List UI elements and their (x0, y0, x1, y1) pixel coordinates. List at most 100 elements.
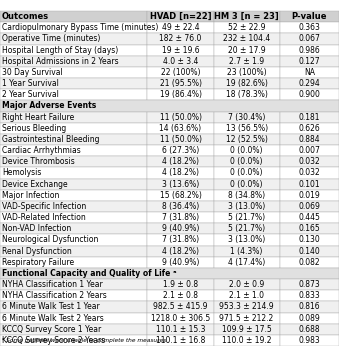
Bar (214, 246, 280, 257)
Text: 0.067: 0.067 (298, 35, 320, 44)
Bar (147, 78, 214, 89)
Text: 0.986: 0.986 (298, 46, 320, 55)
Text: Non-VAD Infection: Non-VAD Infection (2, 224, 71, 233)
Text: Cardiopulmonary Bypass Time (minutes): Cardiopulmonary Bypass Time (minutes) (2, 23, 158, 32)
Text: 0 (0.0%): 0 (0.0%) (231, 180, 263, 189)
Bar (147, 312, 214, 324)
Text: 22 (100%): 22 (100%) (161, 68, 200, 77)
Text: Operative Time (minutes): Operative Time (minutes) (2, 35, 100, 44)
Text: 11 (50.0%): 11 (50.0%) (160, 135, 201, 144)
Text: Functional Capacity and Quality of Life ᵃ: Functional Capacity and Quality of Life … (2, 269, 177, 278)
Bar (0, 67, 147, 78)
Text: 0.127: 0.127 (299, 57, 320, 66)
Text: 4 (17.4%): 4 (17.4%) (228, 258, 265, 267)
Text: 0.688: 0.688 (299, 325, 320, 334)
Text: 0.363: 0.363 (298, 23, 320, 32)
Text: 0.130: 0.130 (298, 235, 320, 244)
Bar (0, 290, 147, 301)
Text: ᵃ Some patients were unable to complete the measures: ᵃ Some patients were unable to complete … (2, 338, 166, 343)
Bar (0, 156, 147, 167)
Bar (0, 234, 147, 246)
Bar (280, 34, 339, 45)
Text: NYHA Classification 1 Year: NYHA Classification 1 Year (2, 280, 103, 289)
Bar (214, 22, 280, 34)
Text: Respiratory Failure: Respiratory Failure (2, 258, 74, 267)
Bar (214, 201, 280, 212)
Text: 3 (13.0%): 3 (13.0%) (228, 202, 265, 211)
Bar (214, 89, 280, 100)
Bar (147, 301, 214, 312)
Bar (0, 301, 147, 312)
Bar (0, 111, 147, 123)
Text: 0.069: 0.069 (298, 202, 320, 211)
Bar (214, 78, 280, 89)
Text: 110.0 ± 19.2: 110.0 ± 19.2 (222, 336, 272, 345)
Bar (147, 145, 214, 156)
Text: Hospital Admissions in 2 Years: Hospital Admissions in 2 Years (2, 57, 119, 66)
Text: Outcomes: Outcomes (2, 12, 49, 21)
Text: 9 (40.9%): 9 (40.9%) (162, 224, 199, 233)
Text: 182 ± 76.0: 182 ± 76.0 (159, 35, 202, 44)
Text: NA: NA (304, 68, 315, 77)
Bar (147, 257, 214, 268)
Bar (280, 123, 339, 134)
Bar (280, 134, 339, 145)
Text: 0.900: 0.900 (298, 90, 320, 99)
Bar (214, 34, 280, 45)
Bar (0, 145, 147, 156)
Text: VAD-Related Infection: VAD-Related Infection (2, 213, 86, 222)
Bar (280, 246, 339, 257)
Text: 0.884: 0.884 (299, 135, 320, 144)
Text: 8 (34.8%): 8 (34.8%) (228, 191, 265, 200)
Text: 7 (31.8%): 7 (31.8%) (162, 235, 199, 244)
Text: 6 Minute Walk Test 2 Years: 6 Minute Walk Test 2 Years (2, 313, 104, 322)
Text: 18 (78.3%): 18 (78.3%) (226, 90, 267, 99)
Bar (147, 201, 214, 212)
Text: 110.1 ± 15.3: 110.1 ± 15.3 (156, 325, 205, 334)
Bar (0, 201, 147, 212)
Bar (147, 11, 214, 22)
Text: 21 (95.5%): 21 (95.5%) (160, 79, 201, 88)
Bar (0, 212, 147, 223)
Bar (280, 257, 339, 268)
Bar (214, 234, 280, 246)
Text: 0.181: 0.181 (299, 113, 320, 122)
Text: 6 (27.3%): 6 (27.3%) (162, 146, 199, 155)
Text: 12 (52.5%): 12 (52.5%) (226, 135, 267, 144)
Bar (0, 279, 147, 290)
Text: 4 (18.2%): 4 (18.2%) (162, 247, 199, 256)
Bar (147, 89, 214, 100)
Bar (280, 212, 339, 223)
Text: 0.032: 0.032 (298, 169, 320, 177)
Bar (147, 234, 214, 246)
Bar (280, 179, 339, 190)
Bar (147, 156, 214, 167)
Text: 23 (100%): 23 (100%) (227, 68, 266, 77)
Text: 0 (0.0%): 0 (0.0%) (231, 169, 263, 177)
Text: Device Exchange: Device Exchange (2, 180, 68, 189)
Bar (214, 45, 280, 56)
Bar (147, 134, 214, 145)
Bar (214, 279, 280, 290)
Text: 0.140: 0.140 (298, 247, 320, 256)
Text: 19 (86.4%): 19 (86.4%) (160, 90, 201, 99)
Text: 953.3 ± 214.9: 953.3 ± 214.9 (219, 302, 274, 311)
Bar (214, 145, 280, 156)
Bar (0, 335, 147, 346)
Bar (214, 67, 280, 78)
Bar (0, 167, 147, 179)
Text: 0.873: 0.873 (298, 280, 320, 289)
Text: 4 (18.2%): 4 (18.2%) (162, 157, 199, 166)
Text: 30 Day Survival: 30 Day Survival (2, 68, 63, 77)
Text: 2.1 ± 1.0: 2.1 ± 1.0 (229, 291, 264, 300)
Text: 0.019: 0.019 (298, 191, 320, 200)
Text: 49 ± 22.4: 49 ± 22.4 (162, 23, 199, 32)
Text: 19 ± 19.6: 19 ± 19.6 (162, 46, 199, 55)
Bar (280, 67, 339, 78)
Text: 971.5 ± 212.2: 971.5 ± 212.2 (219, 313, 274, 322)
Bar (214, 335, 280, 346)
Text: 20 ± 17.9: 20 ± 17.9 (228, 46, 265, 55)
Bar (280, 145, 339, 156)
Bar (147, 279, 214, 290)
Bar (0, 45, 147, 56)
